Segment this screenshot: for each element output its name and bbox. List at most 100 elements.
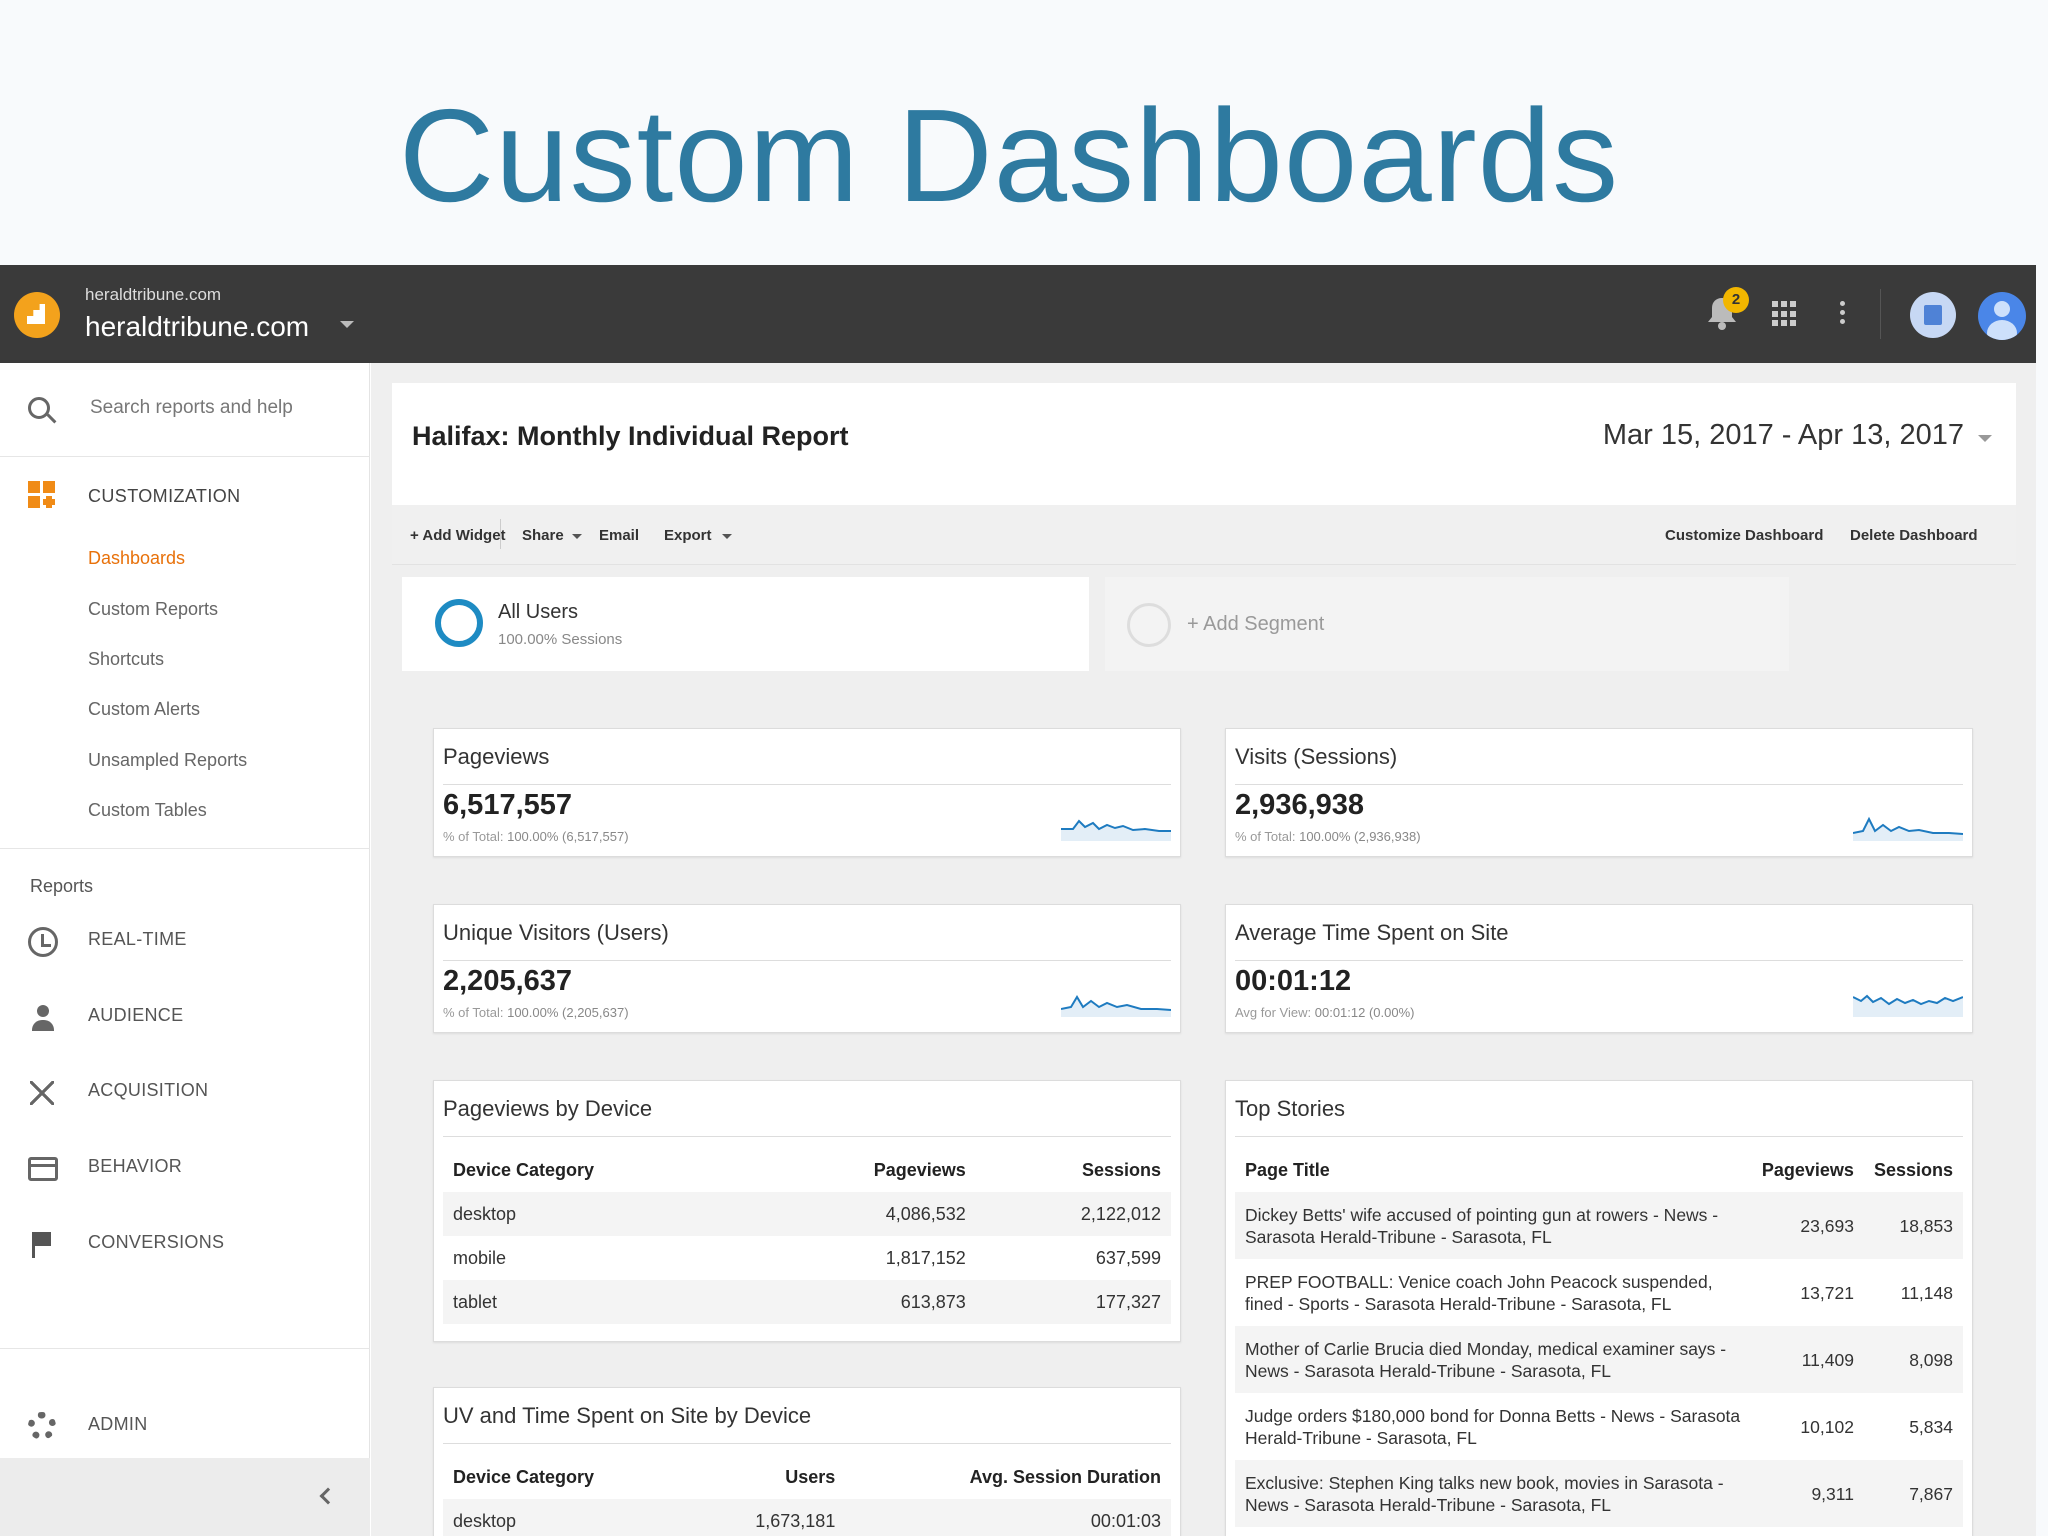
table-cell: 2,122,012 [975, 1192, 1171, 1236]
caret-down-icon[interactable] [572, 534, 582, 539]
product-switcher-icon[interactable] [1910, 292, 1956, 338]
sidebar-section-customization[interactable]: CUSTOMIZATION [88, 486, 241, 506]
caret-down-icon[interactable] [722, 534, 732, 539]
story-title-link[interactable]: Judge orders $180,000 bond for Donna Bet… [1245, 1405, 1741, 1448]
table-header[interactable]: Page Title [1245, 1159, 1330, 1180]
widget-subtext-label: % of Total: [1235, 829, 1296, 844]
widget-divider [443, 784, 1171, 785]
sparkline [1061, 819, 1171, 841]
account-property-label: heraldtribune.com [85, 285, 222, 304]
sidebar-item-audience[interactable]: AUDIENCE [0, 989, 370, 1045]
sidebar-search[interactable]: Search reports and help [0, 363, 370, 457]
sidebar-item-custom-alerts[interactable]: Custom Alerts [88, 699, 201, 719]
widget-uv-time-by-device[interactable]: UV and Time Spent on Site by Device Devi… [433, 1387, 1181, 1536]
topbar-divider [1880, 289, 1881, 339]
notification-badge[interactable]: 2 [1723, 287, 1749, 313]
sidebar-divider [0, 848, 370, 849]
caret-down-icon[interactable] [1978, 435, 1992, 442]
widget-visits[interactable]: Visits (Sessions) 2,936,938 % of Total: … [1225, 728, 1973, 857]
table-cell: 1,673,181 [691, 1499, 846, 1536]
top-bar: heraldtribune.com heraldtribune.com 2 [0, 265, 2036, 363]
search-input[interactable]: Search reports and help [90, 397, 293, 418]
story-title-link[interactable]: Mother of Carlie Brucia died Monday, med… [1235, 1326, 1752, 1393]
export-button[interactable]: Export [664, 527, 712, 544]
slide-title: Custom Dashboards [398, 82, 1620, 229]
widget-value: 6,517,557 [443, 789, 573, 821]
widget-pageviews-by-device[interactable]: Pageviews by Device Device Category Page… [433, 1080, 1181, 1342]
add-segment-button[interactable]: + Add Segment [1105, 577, 1789, 671]
sidebar-item-shortcuts[interactable]: Shortcuts [88, 649, 165, 669]
sidebar-item-label: AUDIENCE [88, 1005, 184, 1025]
widget-unique-visitors[interactable]: Unique Visitors (Users) 2,205,637 % of T… [433, 904, 1181, 1033]
table-cell: 18,853 [1863, 1192, 1963, 1259]
reports-heading: Reports [30, 876, 94, 896]
more-vert-icon[interactable] [1840, 301, 1846, 329]
customize-dashboard-button[interactable]: Customize Dashboard [1665, 527, 1824, 544]
chevron-left-icon[interactable] [319, 1487, 337, 1505]
widget-average-time[interactable]: Average Time Spent on Site 00:01:12 Avg … [1225, 904, 1973, 1033]
share-button[interactable]: Share [522, 527, 564, 544]
table-header[interactable]: Pageviews [873, 1159, 966, 1180]
dashboard-toolbar: + Add Widget Share Email Export Customiz… [392, 505, 2016, 565]
device-table: Device Category Pageviews Sessions deskt… [443, 1148, 1171, 1324]
widget-title: Top Stories [1235, 1096, 1346, 1121]
sparkline [1061, 995, 1171, 1017]
apps-grid-icon[interactable] [1772, 301, 1798, 327]
widget-subtext: % of Total: 100.00% (2,936,938) [1235, 829, 1421, 844]
analytics-logo-icon[interactable] [14, 292, 60, 338]
widget-subtext-value: 100.00% (2,205,637) [507, 1005, 629, 1020]
widget-pageviews[interactable]: Pageviews 6,517,557 % of Total: 100.00% … [433, 728, 1181, 857]
table-header[interactable]: Device Category [453, 1466, 595, 1487]
dashboard-grid-icon [28, 481, 56, 509]
person-icon [28, 1003, 58, 1033]
user-avatar[interactable] [1978, 292, 2026, 340]
segment-all-users[interactable]: All Users 100.00% Sessions [402, 577, 1089, 671]
story-title-link[interactable]: Dickey Betts' wife accused of pointing g… [1235, 1192, 1752, 1259]
sidebar-divider [0, 1348, 370, 1349]
table-row: Dickey Betts' wife accused of pointing g… [1235, 1192, 1963, 1259]
widget-top-stories[interactable]: Top Stories Page Title Pageviews Session… [1225, 1080, 1973, 1536]
sidebar-item-custom-tables[interactable]: Custom Tables [88, 800, 207, 820]
delete-dashboard-button[interactable]: Delete Dashboard [1850, 527, 1978, 544]
table-cell: tablet [443, 1280, 758, 1324]
sidebar-item-dashboards[interactable]: Dashboards [88, 548, 186, 568]
table-header[interactable]: Users [785, 1466, 836, 1487]
widget-divider [443, 960, 1171, 961]
widget-title: Visits (Sessions) [1235, 744, 1398, 769]
page-title: Halifax: Monthly Individual Report [412, 421, 849, 451]
sparkline [1853, 994, 1963, 1017]
sidebar: Search reports and help CUSTOMIZATION Da… [0, 363, 370, 1536]
uv-table: Device Category Users Avg. Session Durat… [443, 1455, 1171, 1536]
sidebar-item-conversions[interactable]: CONVERSIONS [0, 1216, 370, 1272]
table-cell: 5,834 [1909, 1416, 1953, 1437]
table-header[interactable]: Avg. Session Duration [969, 1466, 1161, 1487]
table-header[interactable]: Sessions [1873, 1159, 1953, 1180]
add-segment-label: + Add Segment [1187, 613, 1325, 635]
sidebar-item-acquisition[interactable]: ACQUISITION [0, 1064, 370, 1120]
widget-subtext-value: 100.00% (2,936,938) [1299, 829, 1421, 844]
table-header[interactable]: Pageviews [1761, 1159, 1854, 1180]
sidebar-item-custom-reports[interactable]: Custom Reports [88, 599, 219, 619]
widget-subtext-value: 00:01:12 (0.00%) [1314, 1005, 1415, 1020]
sidebar-collapse-bar[interactable] [0, 1458, 370, 1536]
table-cell: 11,148 [1900, 1282, 1953, 1303]
table-header[interactable]: Sessions [1081, 1159, 1161, 1180]
empty-segment-ring-icon [1127, 603, 1171, 647]
sidebar-item-admin[interactable]: ADMIN [0, 1398, 370, 1454]
date-range-picker[interactable]: Mar 15, 2017 - Apr 13, 2017 [1602, 419, 1964, 451]
sidebar-item-label: BEHAVIOR [88, 1156, 183, 1176]
sidebar-item-realtime[interactable]: REAL-TIME [0, 913, 370, 969]
sidebar-item-behavior[interactable]: BEHAVIOR [0, 1140, 370, 1196]
email-button[interactable]: Email [599, 527, 640, 544]
table-cell: 10,102 [1800, 1416, 1854, 1437]
caret-down-icon[interactable] [340, 321, 354, 328]
widget-title: Pageviews [443, 744, 550, 769]
story-title-link[interactable]: PREP FOOTBALL: Venice coach John Peacock… [1245, 1271, 1713, 1314]
story-title-link[interactable]: Exclusive: Stephen King talks new book, … [1235, 1460, 1752, 1527]
top-stories-table: Page Title Pageviews Sessions Dickey Bet… [1235, 1148, 1963, 1527]
table-header[interactable]: Device Category [453, 1159, 595, 1180]
account-selector[interactable]: heraldtribune.com [85, 311, 310, 342]
add-widget-button[interactable]: + Add Widget [410, 527, 506, 544]
table-cell: 1,817,152 [885, 1247, 966, 1268]
sidebar-item-unsampled-reports[interactable]: Unsampled Reports [88, 750, 248, 770]
